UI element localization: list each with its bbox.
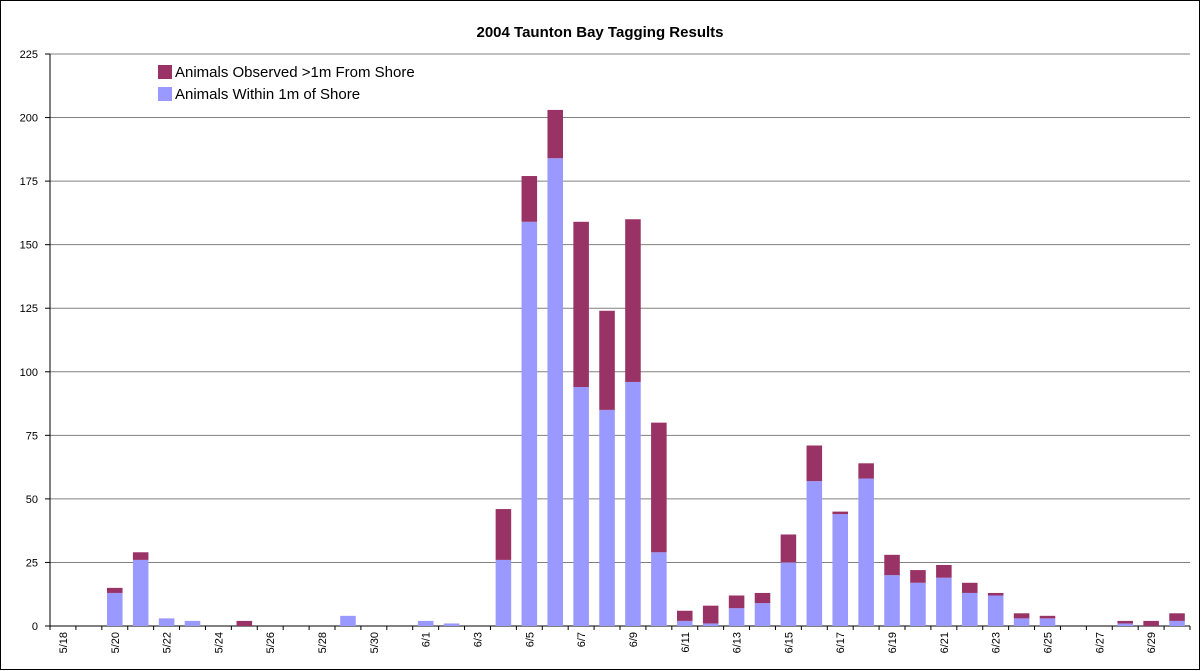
legend-label: Animals Within 1m of Shore: [175, 86, 360, 103]
x-tick-label: 6/13: [732, 632, 744, 653]
y-tick-label: 150: [20, 240, 38, 252]
bar-segment: [236, 620, 253, 626]
bar-segment: [495, 559, 512, 626]
bar-segment: [132, 552, 149, 560]
bar-segment: [521, 176, 538, 222]
bar-segment: [936, 577, 952, 626]
bar-segment: [417, 620, 434, 626]
bar-segment: [728, 595, 745, 609]
bar-segment: [936, 564, 952, 578]
x-tick-label: 6/1: [421, 632, 433, 647]
x-tick-label: 5/28: [317, 632, 329, 653]
bar-segment: [987, 595, 1004, 626]
bar-segment: [806, 481, 823, 626]
x-tick-label: 6/5: [524, 632, 536, 647]
bar-segment: [858, 463, 874, 479]
bar-segment: [754, 603, 771, 626]
x-tick-label: 5/20: [110, 632, 122, 653]
x-tick-label: 5/18: [58, 632, 70, 653]
x-tick-label: 6/29: [1146, 632, 1158, 653]
bar-segment: [677, 620, 693, 626]
legend-swatch: [158, 65, 172, 79]
bar-segment: [677, 610, 693, 621]
bar-segment: [1013, 618, 1030, 626]
bar-segment: [1117, 623, 1133, 626]
bar-segment: [547, 158, 563, 626]
bar-segment: [806, 445, 823, 482]
bar-segment: [754, 592, 771, 604]
x-tick-label: 6/7: [576, 632, 588, 647]
bar-segment: [962, 582, 978, 593]
bar-segment: [340, 615, 356, 626]
bar-segment: [987, 592, 1004, 596]
bar-segment: [573, 221, 589, 388]
x-tick-label: 5/24: [213, 632, 225, 653]
bar-segment: [858, 478, 874, 626]
chart-title: 2004 Taunton Bay Tagging Results: [477, 24, 724, 41]
bar-segment: [573, 387, 589, 626]
y-tick-label: 125: [20, 303, 38, 315]
bar-segment: [107, 592, 123, 626]
bar-segment: [1117, 620, 1133, 624]
bar-segment: [728, 608, 745, 626]
bar-segment: [599, 310, 615, 410]
y-tick-label: 25: [26, 557, 38, 569]
bar-segment: [1169, 613, 1185, 621]
bar-segment: [1039, 618, 1056, 626]
bar-segment: [495, 509, 512, 560]
bar-segment: [132, 559, 149, 626]
y-tick-label: 100: [20, 367, 38, 379]
x-tick-label: 6/23: [991, 632, 1003, 653]
x-tick-label: 6/15: [783, 632, 795, 653]
bar-segment: [521, 221, 538, 626]
x-tick-label: 6/21: [939, 632, 951, 653]
bar-segment: [962, 592, 978, 626]
bar-segment: [625, 219, 641, 382]
bar-segment: [651, 422, 667, 553]
bar-segment: [780, 534, 797, 563]
bar-segment: [107, 587, 123, 593]
y-tick-label: 0: [32, 621, 38, 633]
bar-segment: [910, 582, 926, 626]
x-tick-label: 5/30: [369, 632, 381, 653]
x-tick-label: 6/9: [628, 632, 640, 647]
x-tick-label: 6/3: [473, 632, 485, 647]
y-tick-label: 225: [20, 49, 38, 61]
bar-segment: [884, 554, 900, 576]
bar-segment: [1143, 620, 1159, 626]
bar-segment: [599, 409, 615, 626]
bar-segment: [1013, 613, 1030, 619]
bar-segment: [1039, 615, 1056, 619]
x-tick-label: 5/22: [162, 632, 174, 653]
y-tick-label: 75: [26, 430, 38, 442]
legend-label: Animals Observed >1m From Shore: [175, 64, 415, 81]
bar-segment: [884, 575, 900, 626]
y-tick-label: 200: [20, 113, 38, 125]
bar-segment: [443, 623, 460, 626]
bar-segment: [1169, 620, 1185, 626]
y-tick-label: 175: [20, 176, 38, 188]
legend-swatch: [158, 87, 172, 101]
x-tick-label: 6/11: [680, 632, 692, 653]
x-tick-label: 6/17: [835, 632, 847, 653]
x-tick-label: 5/26: [265, 632, 277, 653]
bar-segment: [547, 109, 563, 159]
bar-segment: [832, 511, 848, 515]
x-tick-label: 6/27: [1094, 632, 1106, 653]
y-tick-label: 50: [26, 494, 38, 506]
bar-segment: [780, 562, 797, 626]
bar-segment: [702, 623, 719, 626]
bar-segment: [158, 618, 175, 626]
bar-segment: [184, 620, 201, 626]
bar-segment: [832, 514, 848, 626]
bar-segment: [625, 381, 641, 626]
bar-segment: [702, 605, 719, 624]
x-tick-label: 6/25: [1043, 632, 1055, 653]
bar-segment: [910, 570, 926, 583]
bar-segment: [651, 552, 667, 626]
x-tick-label: 6/19: [887, 632, 899, 653]
